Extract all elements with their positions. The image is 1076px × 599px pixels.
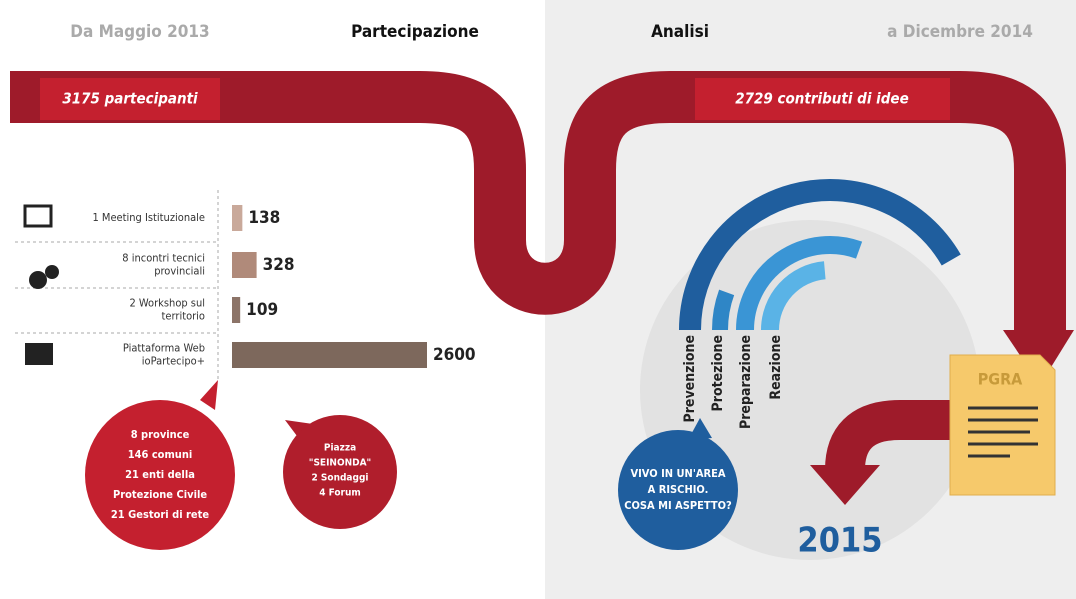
question-bubble <box>618 430 738 550</box>
document-title: PGRA <box>978 370 1023 389</box>
question-text: A RISCHIO. <box>648 483 709 496</box>
ribbon <box>10 71 1066 335</box>
row-label: ioPartecipo+ <box>142 355 205 368</box>
phase-label: Preparazione <box>738 335 754 429</box>
year: 2015 <box>797 521 882 561</box>
chat-icon <box>29 271 47 289</box>
chat-icon <box>45 265 59 279</box>
question-text: COSA MI ASPETTO? <box>624 499 732 512</box>
banner-text: 3175 partecipanti <box>62 90 198 108</box>
bubble-mid-text: Piazza <box>324 443 356 454</box>
bar <box>232 205 243 231</box>
document <box>949 354 1056 496</box>
phase-arc <box>712 289 735 331</box>
bottom-ribbon <box>825 400 1000 471</box>
header-date: Da Maggio 2013 <box>70 22 209 42</box>
bubble-left-text: 21 Gestori di rete <box>111 508 209 521</box>
document-lines <box>968 406 1038 458</box>
phase-label: Reazione <box>768 335 784 400</box>
phase-arc <box>736 236 863 331</box>
question-text: VIVO IN UN'AREA <box>630 467 725 480</box>
bubble-left-text: 21 enti della <box>125 468 195 481</box>
bubble-mid-text: 4 Forum <box>319 488 361 499</box>
web-icon <box>25 343 53 365</box>
bar <box>232 252 257 278</box>
banner-text: 2729 contributi di idee <box>735 90 908 108</box>
banner <box>40 78 220 120</box>
screen-icon <box>23 204 53 228</box>
phase-label: Protezione <box>710 335 726 411</box>
bubble-left-text: Protezione Civile <box>113 488 207 501</box>
bubble <box>283 415 397 529</box>
bar <box>232 342 427 368</box>
bubble <box>85 400 235 550</box>
header-title: Analisi <box>651 22 709 42</box>
bar-label: 109 <box>246 300 278 320</box>
row-label: 2 Workshop sul <box>129 297 205 310</box>
bottom-arrow <box>810 465 880 505</box>
bubble-left-text: 8 province <box>131 428 190 441</box>
bubble-mid-text: "SEINONDA" <box>309 458 372 469</box>
phase-arc <box>761 261 826 331</box>
phase-arc <box>679 179 961 331</box>
row-label: territorio <box>162 310 205 323</box>
bubble-left-text: 146 comuni <box>128 448 193 461</box>
bar <box>232 297 241 323</box>
bubble-tail <box>200 380 218 410</box>
row-label: 8 incontri tecnici <box>122 252 205 265</box>
bar-label: 328 <box>263 255 295 275</box>
row-label: provinciali <box>154 265 205 278</box>
header-date: a Dicembre 2014 <box>887 22 1033 42</box>
row-label: Piattaforma Web <box>123 342 205 355</box>
banner <box>695 78 950 120</box>
bubble-mid-text: 2 Sondaggi <box>312 473 369 484</box>
header-title: Partecipazione <box>351 22 479 42</box>
phase-label: Prevenzione <box>682 335 698 423</box>
bar-label: 2600 <box>433 345 476 365</box>
row-label: 1 Meeting Istituzionale <box>92 211 205 224</box>
bar-label: 138 <box>248 208 280 228</box>
